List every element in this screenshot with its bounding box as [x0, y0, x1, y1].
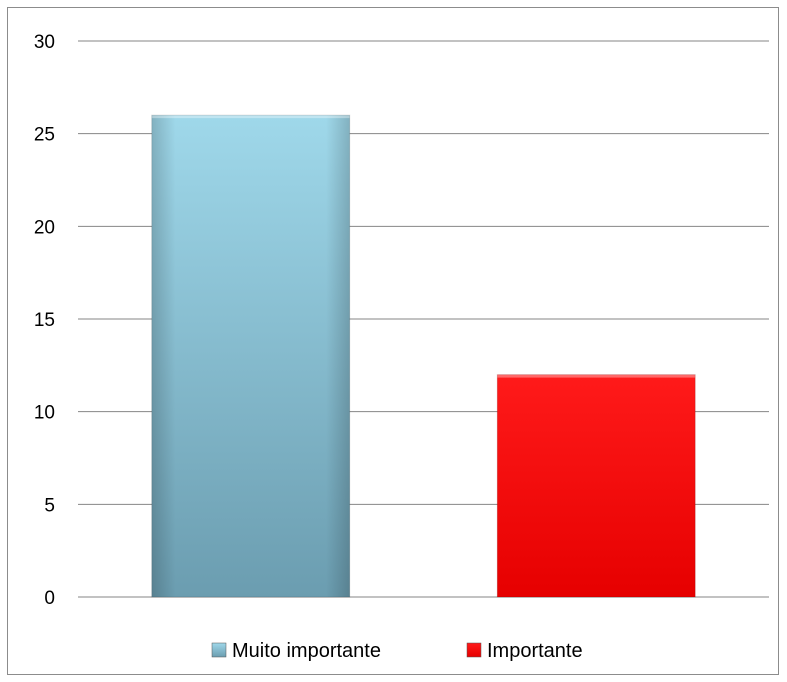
legend-swatch: [466, 642, 482, 658]
y-tick-label-25: 25: [34, 125, 55, 146]
bars: [151, 114, 696, 598]
y-tick-label-0: 0: [44, 588, 55, 609]
bar-importante: [496, 374, 696, 598]
legend-item-muito-importante: Muito importante: [211, 640, 381, 662]
y-axis-ticks: 0 5 10 15 20 25 30: [34, 32, 55, 609]
bar-muito-importante: [151, 114, 351, 598]
legend-swatch: [211, 642, 227, 658]
y-tick-label-15: 15: [34, 310, 55, 331]
legend: Muito importante Importante: [211, 640, 583, 662]
y-tick-label-30: 30: [34, 32, 55, 53]
legend-label: Importante: [487, 640, 583, 662]
y-tick-label-10: 10: [34, 403, 55, 424]
legend-label: Muito importante: [232, 640, 381, 662]
y-tick-label-5: 5: [44, 495, 55, 516]
y-tick-label-20: 20: [34, 217, 55, 238]
legend-item-importante: Importante: [466, 640, 583, 662]
